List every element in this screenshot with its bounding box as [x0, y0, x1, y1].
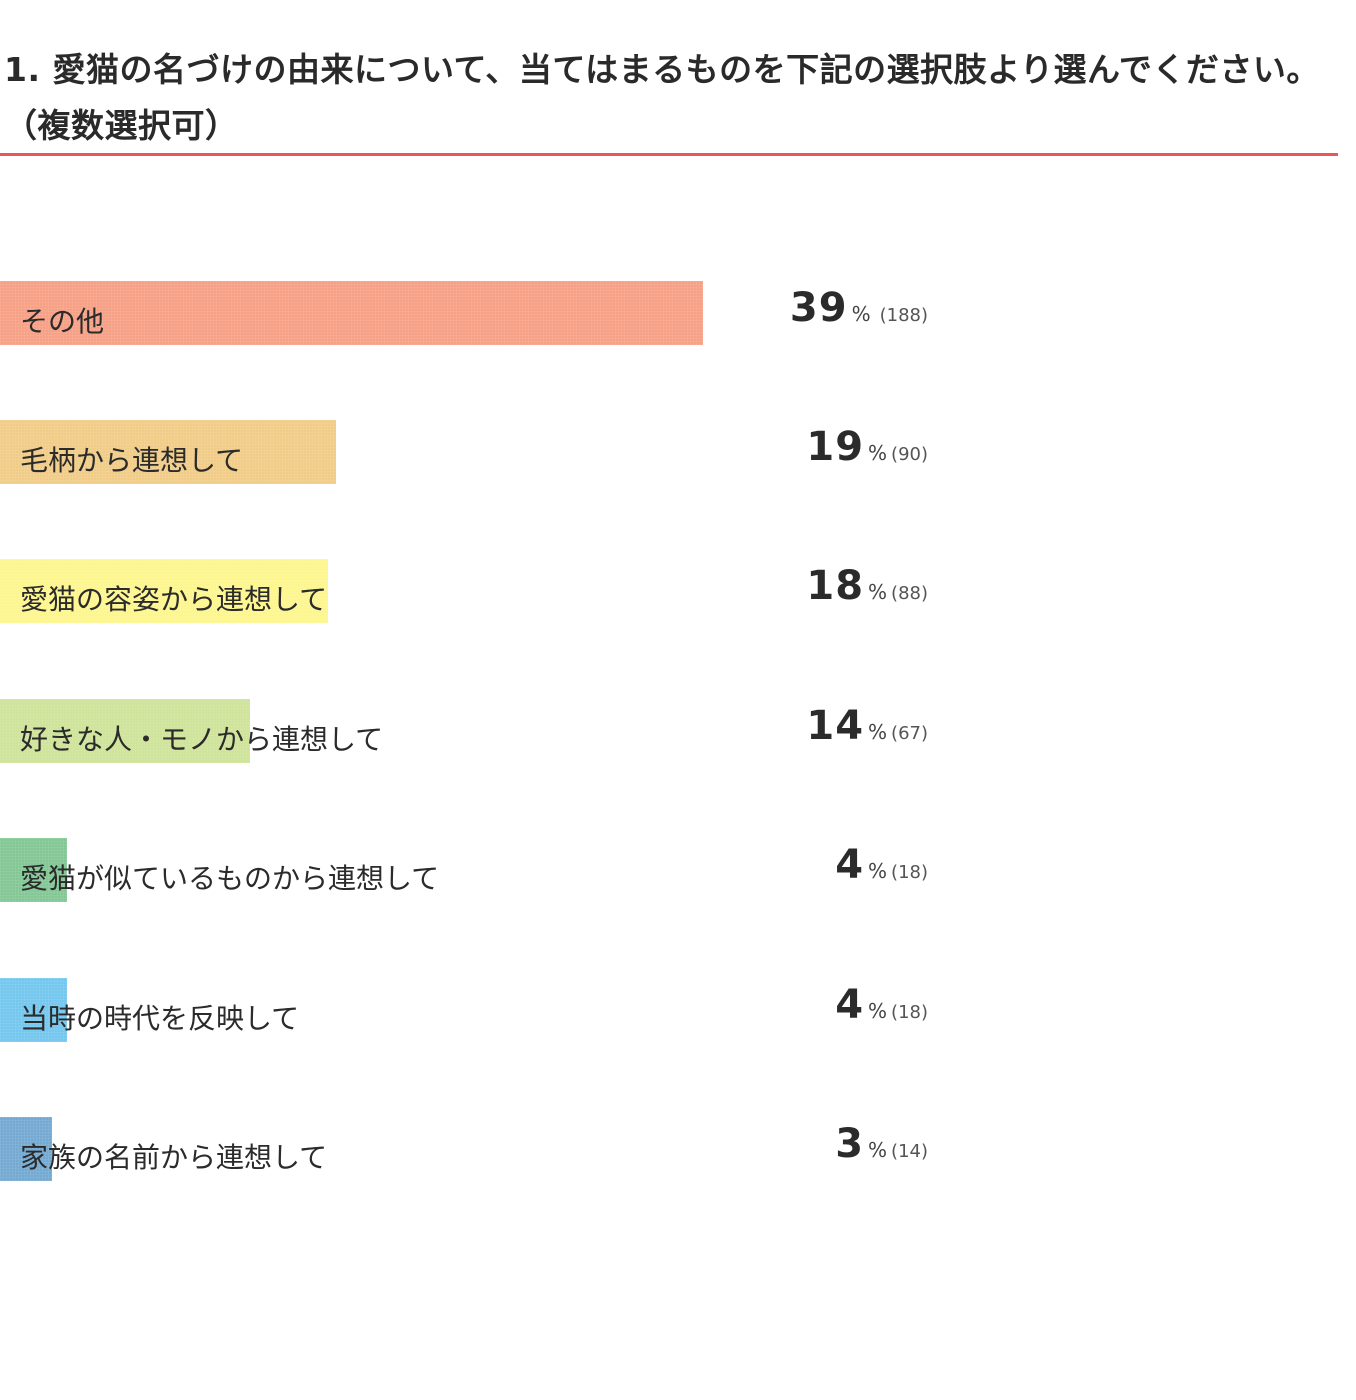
bar-stat: 14 % (67) — [806, 703, 928, 749]
chart-row-favorite-things: 好きな人・モノから連想して 14 % (67) — [0, 699, 1000, 763]
response-count: (90) — [891, 444, 928, 465]
bar-stat: 4 % (18) — [835, 842, 928, 888]
response-count: (88) — [891, 583, 928, 604]
chart-row-family-name: 家族の名前から連想して 3 % (14) — [0, 1117, 1000, 1181]
bar-stat: 19 % (90) — [806, 424, 928, 470]
percent-value: 39 — [789, 285, 848, 331]
bar-label: 家族の名前から連想して — [20, 1141, 328, 1174]
response-count: (18) — [891, 862, 928, 883]
percent-value: 4 — [835, 842, 865, 888]
bar-label: 毛柄から連想して — [20, 444, 244, 477]
percent-value: 19 — [806, 424, 865, 470]
percent-value: 14 — [806, 703, 865, 749]
response-count: (18) — [891, 1002, 928, 1023]
percent-sign: % — [868, 580, 888, 604]
response-count: (14) — [891, 1141, 928, 1162]
chart-row-resemblance: 愛猫が似ているものから連想して 4 % (18) — [0, 838, 1000, 902]
chart-row-appearance: 愛猫の容姿から連想して 18 % (88) — [0, 559, 1000, 623]
percent-sign: % — [868, 999, 888, 1023]
bar-other — [0, 281, 703, 345]
bar-label: 愛猫の容姿から連想して — [20, 583, 328, 616]
percent-sign: % — [868, 859, 888, 883]
title-divider — [0, 153, 1338, 156]
percent-value: 18 — [806, 563, 865, 609]
bar-label: 愛猫が似ているものから連想して — [20, 862, 440, 895]
chart-row-era: 当時の時代を反映して 4 % (18) — [0, 978, 1000, 1042]
bar-stat: 18 % (88) — [806, 563, 928, 609]
bar-label: 好きな人・モノから連想して — [20, 723, 384, 756]
bar-stat: 3 % (14) — [835, 1121, 928, 1167]
percent-sign: % — [868, 441, 888, 465]
bar-stat: 4 % (18) — [835, 982, 928, 1028]
chart-row-other: その他 39 % (188) — [0, 281, 1000, 345]
bar-label: その他 — [20, 305, 105, 338]
bar-appearance — [0, 559, 328, 623]
bar-favorite-things — [0, 699, 250, 763]
percent-sign: % — [851, 302, 871, 326]
percent-value: 4 — [835, 982, 865, 1028]
percent-sign: % — [868, 1138, 888, 1162]
percent-sign: % — [868, 720, 888, 744]
bar-resemblance — [0, 838, 67, 902]
bar-label: 当時の時代を反映して — [20, 1002, 300, 1035]
response-count: (188) — [879, 305, 928, 326]
percent-value: 3 — [835, 1121, 865, 1167]
bar-stat: 39 % (188) — [790, 285, 928, 331]
response-count: (67) — [891, 723, 928, 744]
bar-family-name — [0, 1117, 52, 1181]
chart-row-coat-pattern: 毛柄から連想して 19 % (90) — [0, 420, 1000, 484]
bar-era — [0, 978, 67, 1042]
question-title: 1. 愛猫の名づけの由来について、当てはまるものを下記の選択肢より選んでください… — [4, 50, 1320, 145]
bar-coat-pattern — [0, 420, 336, 484]
